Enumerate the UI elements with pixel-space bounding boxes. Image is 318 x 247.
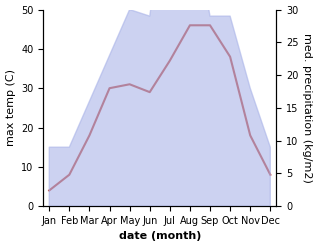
X-axis label: date (month): date (month) bbox=[119, 231, 201, 242]
Y-axis label: max temp (C): max temp (C) bbox=[5, 69, 16, 146]
Y-axis label: med. precipitation (kg/m2): med. precipitation (kg/m2) bbox=[302, 33, 313, 183]
